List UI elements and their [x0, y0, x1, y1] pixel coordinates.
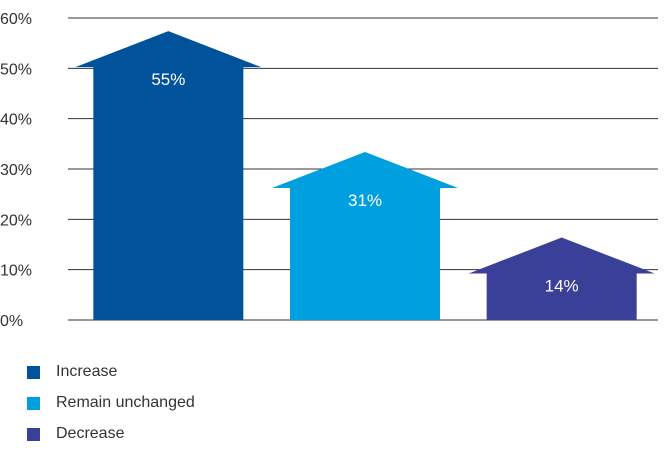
y-tick-label: 50%: [0, 61, 32, 78]
legend-swatch-remain-unchanged: [27, 396, 40, 410]
y-tick-label: 40%: [0, 112, 32, 129]
legend: Increase Remain unchanged Decrease: [27, 362, 195, 455]
bar-increase: [75, 31, 262, 321]
y-tick-label: 10%: [0, 263, 32, 280]
legend-swatch-decrease: [27, 427, 40, 441]
legend-label-decrease: Decrease: [56, 425, 125, 442]
data-label-increase: 55%: [151, 70, 185, 89]
legend-label-increase: Increase: [56, 363, 118, 380]
legend-label-remain-unchanged: Remain unchanged: [56, 394, 195, 411]
legend-item-increase: Increase: [27, 362, 195, 382]
y-tick-label: 20%: [0, 212, 32, 229]
y-tick-label: 30%: [0, 162, 32, 179]
legend-swatch-increase: [27, 365, 40, 379]
bar-decrease: [468, 237, 655, 320]
bar-remain-unchanged: [272, 151, 458, 320]
legend-item-remain-unchanged: Remain unchanged: [27, 393, 195, 413]
data-label-remain-unchanged: 31%: [348, 191, 382, 210]
legend-item-decrease: Decrease: [27, 424, 195, 444]
data-label-decrease: 14%: [545, 277, 579, 296]
y-tick-label: 60%: [0, 11, 32, 28]
bar-chart: 0% 10% 20% 30% 40% 50% 60% 55% 31% 14%: [0, 11, 658, 330]
y-tick-label: 0%: [0, 313, 23, 330]
